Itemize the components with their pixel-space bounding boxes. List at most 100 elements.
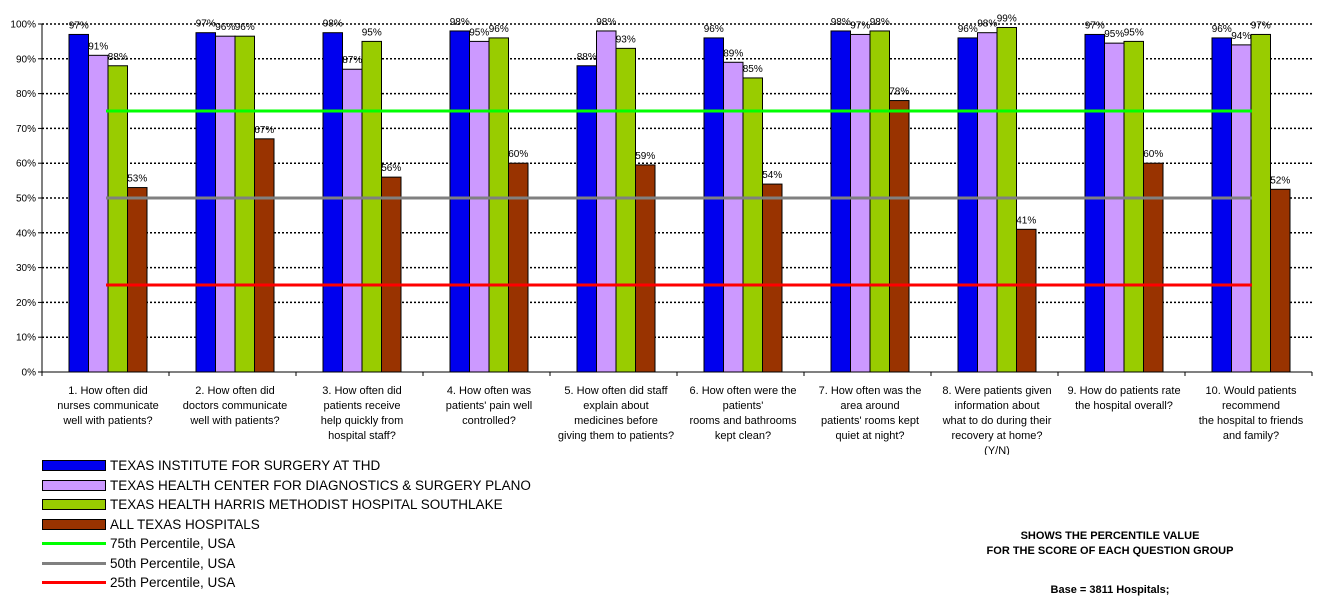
- bar: [996, 26, 1017, 373]
- legend-item-50th: 50th Percentile, USA: [42, 554, 531, 574]
- legend-label: TEXAS HEALTH HARRIS METHODIST HOSPITAL S…: [110, 497, 503, 513]
- note-base: Base = 3811 Hospitals;: [1050, 584, 1170, 596]
- legend-label: ALL TEXAS HOSPITALS: [110, 516, 260, 532]
- data-label: 96%: [215, 22, 235, 33]
- bar: [1016, 228, 1037, 373]
- data-label: 59%: [635, 151, 655, 162]
- data-label: 85%: [743, 64, 763, 75]
- legend-item-series-2: TEXAS HEALTH CENTER FOR DIAGNOSTICS & SU…: [42, 476, 531, 496]
- x-tick-label: 4. How often was: [447, 385, 532, 397]
- bar: [635, 164, 656, 373]
- bar: [215, 35, 236, 373]
- data-label: 98%: [323, 19, 343, 30]
- x-tick-label: well with patients?: [62, 415, 152, 427]
- data-label: 89%: [723, 48, 743, 59]
- bar: [1084, 33, 1105, 373]
- y-tick-label: 20%: [16, 298, 36, 309]
- data-label: 88%: [108, 52, 128, 63]
- x-tick-label: patients receive: [323, 400, 400, 412]
- legend: TEXAS INSTITUTE FOR SURGERY AT THD TEXAS…: [42, 456, 531, 593]
- bar: [850, 33, 871, 373]
- data-label: 98%: [977, 19, 997, 30]
- data-label: 60%: [508, 149, 528, 160]
- x-tick-label: explain about: [583, 400, 648, 412]
- x-tick-label: rooms and bathrooms: [690, 415, 797, 427]
- data-label: 97%: [1251, 20, 1271, 31]
- x-tick-label: giving them to patients?: [558, 430, 674, 442]
- x-tick-label: 3. How often did: [322, 385, 402, 397]
- data-label: 98%: [831, 17, 851, 28]
- x-tick-label: 1. How often did: [68, 385, 148, 397]
- bar: [254, 138, 275, 373]
- note-line-1: SHOWS THE PERCENTILE VALUE: [1020, 530, 1200, 542]
- data-label: 98%: [596, 17, 616, 28]
- y-tick-label: 50%: [16, 194, 36, 205]
- data-label: 96%: [1212, 24, 1232, 35]
- x-tick-label: the hospital overall?: [1075, 400, 1173, 412]
- y-tick-label: 40%: [16, 228, 36, 239]
- legend-item-series-1: TEXAS INSTITUTE FOR SURGERY AT THD: [42, 456, 531, 476]
- data-label: 96%: [958, 24, 978, 35]
- bar: [449, 30, 470, 373]
- x-tick-label: what to do during their: [942, 415, 1052, 427]
- bar: [596, 30, 617, 373]
- bar: [508, 162, 529, 373]
- data-label: 41%: [1016, 215, 1036, 226]
- x-tick-label: area around: [840, 400, 899, 412]
- bar: [381, 176, 402, 373]
- y-tick-label: 70%: [16, 124, 36, 135]
- data-label: 60%: [1143, 149, 1163, 160]
- bar: [723, 61, 744, 373]
- x-tick-label: the hospital to friends: [1199, 415, 1304, 427]
- data-label: 97%: [196, 19, 216, 30]
- data-label: 52%: [1270, 175, 1290, 186]
- legend-label: TEXAS INSTITUTE FOR SURGERY AT THD: [110, 458, 381, 474]
- bar: [361, 40, 382, 373]
- data-label: 97%: [1085, 20, 1105, 31]
- x-tick-label: patients': [723, 400, 764, 412]
- x-tick-label: 8. Were patients given: [942, 385, 1051, 397]
- bar: [889, 100, 910, 373]
- bar: [957, 37, 978, 373]
- x-tick-label: recommend: [1222, 400, 1280, 412]
- x-tick-label: medicines before: [574, 415, 658, 427]
- x-tick-label: patients' rooms kept: [821, 415, 919, 427]
- bar: [322, 32, 343, 373]
- x-tick-label: well with patients?: [189, 415, 279, 427]
- bar: [762, 183, 783, 373]
- legend-item-25th: 25th Percentile, USA: [42, 573, 531, 593]
- data-label: 95%: [469, 27, 489, 38]
- bar: [488, 37, 509, 373]
- bar: [703, 37, 724, 373]
- data-label: 94%: [1231, 31, 1251, 42]
- data-label: 67%: [254, 125, 274, 136]
- x-tick-label: 2. How often did: [195, 385, 275, 397]
- bar: [615, 47, 636, 373]
- bar: [1143, 162, 1164, 373]
- x-tick-label: nurses communicate: [57, 400, 159, 412]
- x-tick-label: 7. How often was the: [819, 385, 922, 397]
- x-tick-label: 10. Would patients: [1206, 385, 1297, 397]
- data-label: 95%: [1104, 29, 1124, 40]
- legend-item-series-4: ALL TEXAS HOSPITALS: [42, 515, 531, 535]
- bar: [234, 35, 255, 373]
- data-label: 54%: [762, 170, 782, 181]
- data-label: 98%: [870, 17, 890, 28]
- x-tick-label: quiet at night?: [835, 430, 904, 442]
- bar: [1270, 188, 1291, 373]
- legend-item-series-3: TEXAS HEALTH HARRIS METHODIST HOSPITAL S…: [42, 495, 531, 515]
- bar: [742, 77, 763, 373]
- legend-swatch: [42, 499, 106, 511]
- y-tick-label: 30%: [16, 263, 36, 274]
- data-label: 98%: [450, 17, 470, 28]
- bar: [342, 68, 363, 373]
- bar: [88, 54, 109, 373]
- legend-label: 50th Percentile, USA: [110, 555, 236, 571]
- legend-line: [42, 581, 106, 585]
- bar: [1250, 33, 1271, 373]
- bar: [1104, 42, 1125, 373]
- bar: [68, 33, 89, 373]
- data-label: 88%: [577, 52, 597, 63]
- bar: [469, 40, 490, 373]
- y-tick-label: 90%: [16, 54, 36, 65]
